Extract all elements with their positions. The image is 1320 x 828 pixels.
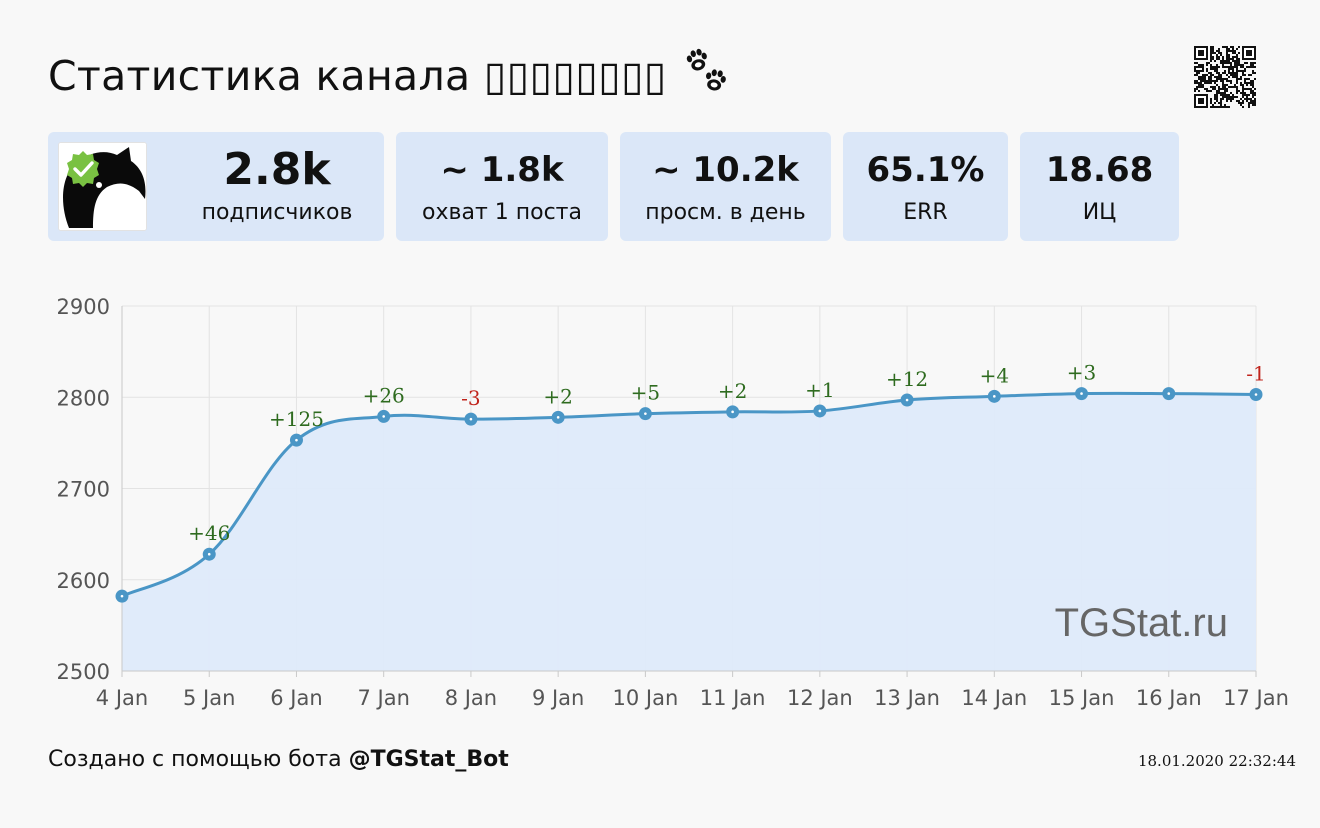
delta-label: +4 xyxy=(980,363,1009,387)
x-tick-label: 10 Jan xyxy=(612,686,678,710)
err-value: 65.1% xyxy=(866,150,985,190)
subscribers-card: 2.8k подписчиков xyxy=(48,132,384,241)
y-tick-label: 2500 xyxy=(57,660,110,684)
y-tick-label: 2900 xyxy=(57,295,110,319)
x-tick-label: 9 Jan xyxy=(532,686,584,710)
y-tick-label: 2600 xyxy=(57,569,110,593)
data-point-center xyxy=(818,409,822,413)
x-tick-label: 16 Jan xyxy=(1136,686,1202,710)
verified-badge-icon xyxy=(67,151,99,187)
x-tick-label: 15 Jan xyxy=(1049,686,1115,710)
x-tick-label: 13 Jan xyxy=(874,686,940,710)
x-tick-label: 12 Jan xyxy=(787,686,853,710)
x-tick-label: 17 Jan xyxy=(1223,686,1289,710)
chart-area xyxy=(122,393,1256,671)
ic-card: 18.68 ИЦ xyxy=(1020,132,1179,241)
footer-bot-link[interactable]: @TGStat_Bot xyxy=(348,747,509,772)
data-point-center xyxy=(207,552,211,556)
delta-label: -3 xyxy=(461,386,480,410)
data-point-center xyxy=(1167,392,1171,395)
qr-code-icon xyxy=(1194,46,1256,108)
x-tick-label: 5 Jan xyxy=(183,686,235,710)
views-card: ~ 10.2k просм. в день xyxy=(620,132,831,241)
chart-watermark: TGStat.ru xyxy=(1055,601,1228,645)
x-tick-label: 6 Jan xyxy=(270,686,322,710)
footer-timestamp: 18.01.2020 22:32:44 xyxy=(1137,752,1296,770)
x-tick-label: 14 Jan xyxy=(961,686,1027,710)
views-value: ~ 10.2k xyxy=(652,150,799,190)
reach-card: ~ 1.8k охват 1 поста xyxy=(396,132,608,241)
x-tick-label: 8 Jan xyxy=(445,686,497,710)
delta-label: +2 xyxy=(543,384,572,408)
views-label: просм. в день xyxy=(645,200,806,225)
delta-label: +46 xyxy=(188,521,230,545)
footer-created-text: Создано с помощью бота xyxy=(48,747,342,772)
channel-name: ▯▯▯▯▯▯▯▯ xyxy=(483,52,667,100)
data-point-center xyxy=(644,412,647,415)
err-card: 65.1% ERR xyxy=(843,132,1008,241)
data-point-center xyxy=(382,415,385,418)
data-point-center xyxy=(556,416,560,419)
delta-label: +1 xyxy=(805,378,834,402)
delta-label: +26 xyxy=(363,383,405,407)
data-point-center xyxy=(469,417,473,421)
delta-label: -1 xyxy=(1246,362,1265,386)
data-point-center xyxy=(993,395,996,398)
data-point-center xyxy=(1254,393,1258,396)
subscribers-value: 2.8k xyxy=(223,144,331,195)
y-tick-label: 2800 xyxy=(57,386,110,410)
reach-value: ~ 1.8k xyxy=(440,150,564,190)
delta-label: +5 xyxy=(631,381,660,405)
x-tick-label: 11 Jan xyxy=(700,686,766,710)
subscribers-label: подписчиков xyxy=(201,200,353,225)
paw-prints-icon xyxy=(679,44,735,100)
err-label: ERR xyxy=(903,200,948,225)
delta-label: +2 xyxy=(718,379,747,403)
ic-label: ИЦ xyxy=(1082,200,1117,225)
channel-avatar xyxy=(58,142,147,231)
x-tick-label: 4 Jan xyxy=(96,686,148,710)
delta-label: +3 xyxy=(1067,361,1096,385)
y-tick-label: 2700 xyxy=(57,478,110,502)
data-point-center xyxy=(1080,392,1083,395)
header: Статистика канала ▯▯▯▯▯▯▯▯ xyxy=(48,46,735,106)
data-point-center xyxy=(731,410,734,414)
footer-credit: Создано с помощью бота @TGStat_Bot xyxy=(48,747,509,772)
ic-value: 18.68 xyxy=(1045,150,1154,190)
delta-label: +12 xyxy=(886,367,928,391)
title-prefix: Статистика канала xyxy=(48,52,471,100)
data-point-center xyxy=(295,438,298,442)
page-title: Статистика канала ▯▯▯▯▯▯▯▯ xyxy=(48,52,667,100)
subscribers-chart: TGStat.ru +46 +125 +26 -3 +2 +5 +2 +1 +12 +4 +3 -1 25… xyxy=(0,280,1320,724)
delta-label: +125 xyxy=(269,407,324,431)
x-tick-label: 7 Jan xyxy=(357,686,409,710)
reach-label: охват 1 поста xyxy=(422,200,582,225)
data-point-center xyxy=(905,398,909,402)
data-point-center xyxy=(120,594,124,598)
